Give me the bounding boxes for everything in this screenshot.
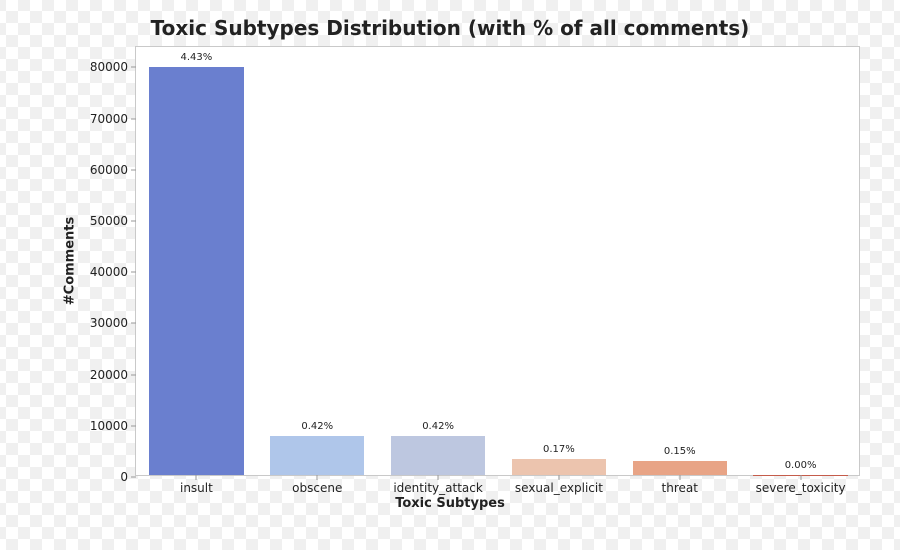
x-tick-mark bbox=[438, 475, 439, 480]
chart-figure: Toxic Subtypes Distribution (with % of a… bbox=[0, 0, 900, 550]
chart-title: Toxic Subtypes Distribution (with % of a… bbox=[0, 16, 900, 40]
y-tick-label: 20000 bbox=[90, 368, 136, 382]
bar-value-label: 0.42% bbox=[422, 421, 454, 432]
x-tick-mark bbox=[317, 475, 318, 480]
y-tick-label: 30000 bbox=[90, 316, 136, 330]
bar bbox=[633, 461, 727, 475]
x-tick-mark bbox=[196, 475, 197, 480]
bar-value-label: 4.43% bbox=[181, 52, 213, 63]
bar-value-label: 0.17% bbox=[543, 444, 575, 455]
y-tick-mark bbox=[131, 221, 136, 222]
x-tick-mark bbox=[679, 475, 680, 480]
x-axis-label: Toxic Subtypes bbox=[0, 496, 900, 511]
bar-value-label: 0.15% bbox=[664, 446, 696, 457]
y-tick-label: 80000 bbox=[90, 60, 136, 74]
y-tick-mark bbox=[131, 118, 136, 119]
y-tick-mark bbox=[131, 169, 136, 170]
plot-area: 4.43%0.42%0.42%0.17%0.15%0.00% 010000200… bbox=[135, 46, 860, 476]
y-tick-label: 10000 bbox=[90, 419, 136, 433]
bars-layer: 4.43% 0.42% 0.42% 0.17% 0.15% 0.00% bbox=[136, 47, 859, 475]
bar bbox=[149, 67, 243, 476]
y-axis-label: #Comments bbox=[63, 217, 78, 305]
y-tick-label: 50000 bbox=[90, 214, 136, 228]
bar-value-label: 0.00% bbox=[785, 460, 817, 471]
x-tick-mark bbox=[800, 475, 801, 480]
y-tick-mark bbox=[131, 374, 136, 375]
y-tick-mark bbox=[131, 67, 136, 68]
y-tick-mark bbox=[131, 477, 136, 478]
y-tick-mark bbox=[131, 272, 136, 273]
y-tick-label: 70000 bbox=[90, 112, 136, 126]
bar bbox=[391, 436, 485, 475]
bar bbox=[512, 459, 606, 475]
y-tick-mark bbox=[131, 425, 136, 426]
bar bbox=[270, 436, 364, 475]
bar-value-label: 0.42% bbox=[301, 421, 333, 432]
y-tick-mark bbox=[131, 323, 136, 324]
x-tick-mark bbox=[558, 475, 559, 480]
y-tick-label: 60000 bbox=[90, 163, 136, 177]
y-tick-label: 40000 bbox=[90, 265, 136, 279]
